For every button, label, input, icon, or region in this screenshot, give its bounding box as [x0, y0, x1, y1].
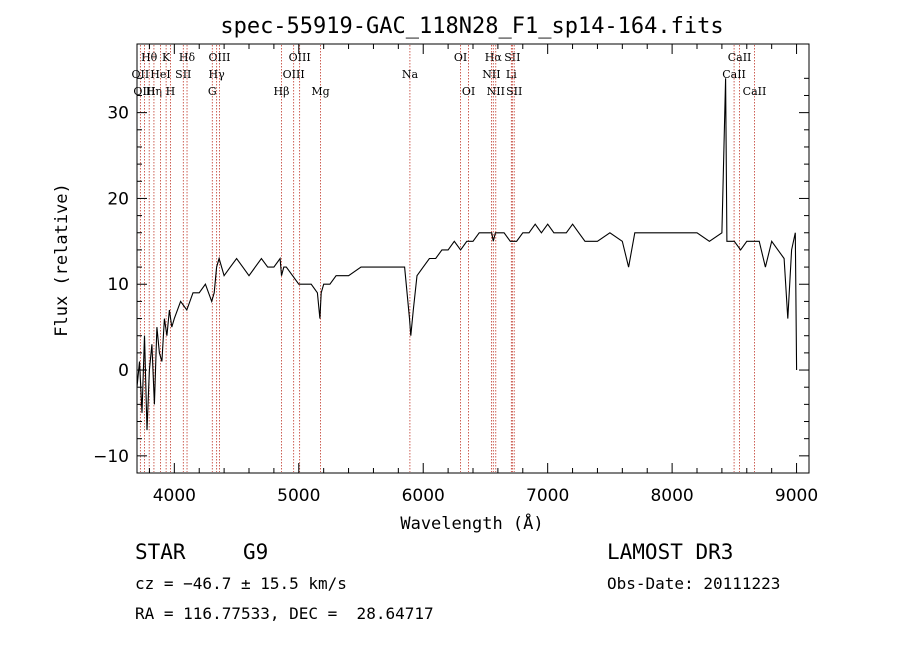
observation-date: Obs-Date: 20111223 [607, 574, 781, 593]
line-marker-label: Mg [311, 85, 329, 98]
line-marker-label: Hγ [209, 68, 226, 81]
line-marker-label: Li [506, 68, 517, 81]
x-tick-label: 4000 [153, 486, 196, 506]
y-tick-label: −10 [93, 447, 129, 467]
y-axis-label: Flux (relative) [52, 183, 72, 337]
spectrum-series-line [136, 78, 798, 431]
line-marker-label: K [162, 51, 171, 64]
axis-ticks: 4000 5000 6000 7000 8000 9000 −10 0 10 20 30 [93, 44, 818, 506]
x-tick-label: 6000 [402, 486, 445, 506]
line-marker-label: OI [462, 85, 475, 98]
line-marker-label: Hα [485, 51, 503, 64]
y-tick-label: 20 [107, 189, 129, 209]
line-marker-label: OIII [289, 51, 311, 64]
line-marker-label: OIII [133, 85, 155, 98]
line-marker-label: CaII [743, 85, 767, 98]
line-marker-label: SII [506, 85, 522, 98]
line-marker-label: Hη [146, 85, 162, 98]
line-marker-label: NII [487, 85, 505, 98]
line-marker-label: SII [175, 68, 191, 81]
y-tick-label: 10 [107, 275, 129, 295]
line-marker-label: HeI [150, 68, 170, 81]
line-marker-label: CaII [728, 51, 752, 64]
plot-frame [136, 43, 810, 474]
survey-name: LAMOST DR3 [607, 540, 734, 564]
line-marker-label: G [208, 85, 217, 98]
y-tick-label: 0 [118, 361, 129, 381]
line-marker-label: OI [454, 51, 467, 64]
x-axis-label: Wavelength (Å) [400, 512, 543, 534]
line-marker-label: Na [402, 68, 419, 81]
object-subclass: G9 [243, 540, 269, 564]
y-tick-label: 30 [107, 104, 129, 124]
line-marker-label: Hθ [141, 51, 158, 64]
x-tick-label: 7000 [526, 486, 569, 506]
line-marker-label: H [166, 85, 176, 98]
line-marker-label: Hδ [179, 51, 196, 64]
chart-title: spec-55919-GAC_118N28_F1_sp14-164.fits [220, 14, 723, 39]
line-marker-label: CaII [722, 68, 746, 81]
line-marker-label: OIII [208, 51, 230, 64]
redshift-cz: cz = −46.7 ± 15.5 km/s [135, 574, 347, 593]
x-tick-label: 9000 [775, 486, 818, 506]
coordinates: RA = 116.77533, DEC = 28.64717 [135, 604, 434, 623]
line-marker-label: SII [504, 51, 520, 64]
line-marker-label: OII [132, 68, 150, 81]
x-tick-label: 5000 [277, 486, 320, 506]
line-marker-label: Hβ [274, 85, 290, 98]
line-marker-label: NII [482, 68, 500, 81]
line-marker-label: OIII [283, 68, 305, 81]
x-tick-label: 8000 [650, 486, 693, 506]
object-class: STAR [135, 540, 186, 564]
